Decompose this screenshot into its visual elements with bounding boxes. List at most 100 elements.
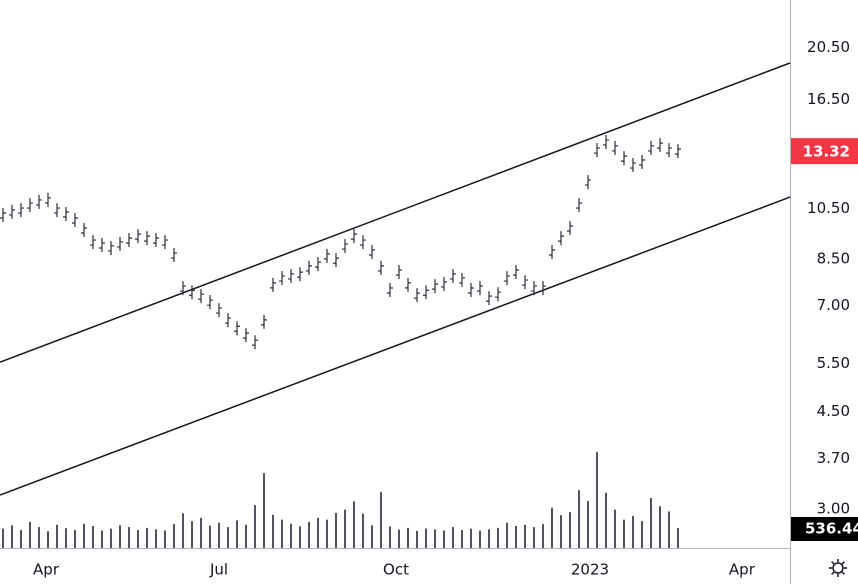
volume-bar bbox=[298, 526, 301, 548]
volume-bar bbox=[353, 501, 356, 548]
volume-bar bbox=[217, 522, 220, 548]
volume-bar bbox=[587, 500, 590, 548]
volume-bar bbox=[461, 530, 464, 548]
volume-bar bbox=[443, 530, 446, 548]
volume-bar bbox=[109, 528, 112, 548]
price-bar bbox=[98, 237, 105, 252]
volume-bar bbox=[578, 490, 581, 548]
price-bar bbox=[143, 231, 150, 246]
volume-bar bbox=[262, 473, 265, 548]
volume-bar bbox=[235, 520, 238, 548]
volume-bar bbox=[100, 530, 103, 548]
volume-bar bbox=[614, 509, 617, 548]
volume-bar bbox=[470, 528, 473, 548]
price-bar bbox=[522, 275, 529, 290]
price-bar bbox=[621, 151, 628, 166]
price-bar bbox=[242, 328, 249, 343]
price-bar bbox=[387, 282, 393, 297]
volume-bar bbox=[145, 527, 148, 548]
volume-bar bbox=[560, 515, 563, 548]
volume-bar bbox=[316, 517, 319, 548]
volume-bar bbox=[190, 521, 193, 548]
price-bar bbox=[188, 285, 195, 300]
price-bar bbox=[26, 198, 33, 213]
price-bar bbox=[360, 235, 366, 250]
price-bar bbox=[666, 143, 673, 158]
volume-bar bbox=[506, 522, 509, 548]
price-bar bbox=[152, 232, 159, 247]
last-price-tag bbox=[791, 138, 858, 165]
price-bar bbox=[396, 265, 403, 280]
y-tick-label: 8.50 bbox=[817, 249, 850, 267]
volume-bar bbox=[407, 527, 410, 548]
volume-bar bbox=[325, 519, 328, 548]
price-bar bbox=[675, 144, 682, 159]
volume-bar bbox=[127, 527, 130, 548]
price-bar bbox=[206, 295, 213, 310]
volume-bar bbox=[136, 530, 139, 548]
volume-bar bbox=[371, 525, 374, 548]
x-tick-label: Apr bbox=[33, 561, 60, 579]
price-bar bbox=[468, 282, 475, 297]
price-bar bbox=[125, 232, 132, 247]
volume-bar bbox=[91, 525, 94, 548]
volume-bar bbox=[73, 530, 76, 548]
volume-bar bbox=[226, 527, 229, 548]
price-bar bbox=[62, 207, 69, 222]
price-bar bbox=[603, 134, 610, 149]
volume-bar bbox=[524, 524, 527, 548]
volume-bar bbox=[416, 530, 419, 548]
x-tick-label: 2023 bbox=[571, 561, 609, 579]
volume-bar bbox=[271, 514, 274, 548]
volume-bar bbox=[37, 527, 40, 548]
volume-label: 536.44 bbox=[805, 519, 858, 537]
volume-bar bbox=[434, 529, 437, 548]
price-bar bbox=[459, 272, 466, 287]
volume-bar bbox=[253, 505, 256, 548]
price-bar bbox=[333, 253, 339, 268]
volume-bar bbox=[118, 525, 121, 548]
y-tick-label: 7.00 bbox=[817, 296, 850, 314]
price-bar bbox=[297, 267, 303, 282]
volume-bar bbox=[425, 528, 428, 548]
price-bar bbox=[342, 239, 348, 254]
volume-bar bbox=[380, 492, 383, 548]
volume-bar bbox=[605, 492, 608, 548]
price-bar bbox=[567, 221, 574, 236]
trendline bbox=[0, 196, 791, 496]
settings-icon[interactable] bbox=[829, 559, 847, 577]
volume-bar bbox=[488, 529, 491, 548]
y-tick-label: 5.50 bbox=[817, 354, 850, 372]
price-bar bbox=[8, 204, 15, 219]
price-bar bbox=[594, 143, 601, 158]
volume-bar bbox=[208, 525, 211, 548]
y-tick-label: 20.50 bbox=[807, 38, 850, 56]
price-bar bbox=[269, 277, 276, 292]
volume-bar bbox=[596, 452, 599, 548]
price-bar bbox=[288, 268, 294, 283]
price-bar bbox=[134, 229, 141, 244]
price-bar bbox=[513, 265, 520, 280]
price-bar bbox=[53, 203, 60, 218]
price-bar bbox=[639, 155, 646, 170]
price-bar bbox=[17, 203, 24, 218]
price-bar bbox=[540, 281, 547, 296]
volume-bar bbox=[497, 527, 500, 548]
price-bar bbox=[35, 194, 42, 209]
volume-bar bbox=[641, 521, 644, 548]
price-bar bbox=[170, 248, 177, 263]
volume-bar bbox=[10, 525, 13, 548]
price-bar bbox=[324, 248, 330, 263]
volume-bar bbox=[659, 506, 662, 548]
volume-bar bbox=[362, 513, 365, 548]
volume-bar bbox=[199, 517, 202, 548]
price-bar bbox=[251, 335, 258, 350]
volume-bar bbox=[398, 529, 401, 548]
price-bar bbox=[116, 236, 123, 251]
volume-bar bbox=[668, 511, 671, 548]
price-bar bbox=[657, 138, 664, 153]
price-bar bbox=[233, 321, 240, 336]
volume-bar bbox=[64, 528, 67, 548]
price-bar bbox=[224, 313, 231, 328]
